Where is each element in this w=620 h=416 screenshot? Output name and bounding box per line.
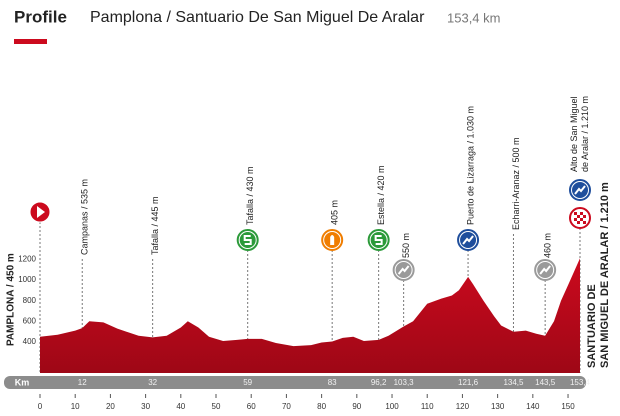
y-tick-label: 1000 [18, 275, 36, 284]
checker [574, 218, 577, 221]
waypoint-label: Alto de San Miguel [569, 96, 579, 172]
km-marker-label: 32 [148, 378, 157, 387]
x-tick-label: 60 [247, 402, 256, 411]
x-tick-label: 20 [106, 402, 115, 411]
km-marker-label: 59 [243, 378, 252, 387]
x-tick-label: 0 [38, 402, 43, 411]
checker [583, 215, 586, 218]
sprint-glyph [243, 235, 252, 245]
finish-label: SANTUARIO DE [586, 284, 598, 368]
x-tick-label: 130 [491, 402, 505, 411]
x-tick-label: 90 [352, 402, 361, 411]
checker [583, 221, 586, 224]
x-tick-label: 80 [317, 402, 326, 411]
heading: Profile [14, 7, 67, 26]
waypoint-label: Echarri-Aranaz / 500 m [511, 137, 521, 230]
checker [580, 218, 583, 221]
x-tick-label: 100 [385, 402, 399, 411]
x-tick-label: 140 [526, 402, 540, 411]
km-marker-label: 153,4 [570, 378, 591, 387]
km-marker-label: 96,2 [371, 378, 387, 387]
km-marker-label: 83 [328, 378, 337, 387]
km-marker-label: 103,3 [394, 378, 415, 387]
x-tick-label: 150 [561, 402, 575, 411]
elevation-area [40, 258, 580, 373]
km-marker-label: 134,5 [503, 378, 524, 387]
chart-title: Pamplona / Santuario De San Miguel De Ar… [90, 9, 425, 26]
finish-label: SAN MIGUEL DE ARALAR / 1.210 m [599, 182, 611, 368]
distance: 153,4 km [447, 10, 500, 25]
checker [580, 212, 583, 215]
checker [577, 221, 580, 224]
waypoint-label: Tafalla / 445 m [150, 196, 160, 255]
y-tick-label: 1200 [18, 254, 36, 263]
x-tick-label: 70 [282, 402, 291, 411]
waypoint-label: 405 m [330, 200, 340, 225]
km-marker-label: 143,5 [535, 378, 556, 387]
feed-glyph [330, 235, 335, 245]
km-label: Km [15, 377, 30, 387]
waypoint-label: de Aralar / 1.210 m [580, 96, 590, 172]
x-tick-label: 30 [141, 402, 150, 411]
checker [577, 215, 580, 218]
climb-glyph [574, 185, 586, 195]
x-tick-label: 120 [456, 402, 470, 411]
x-tick-label: 50 [212, 402, 221, 411]
x-tick-label: 110 [421, 402, 434, 411]
km-marker-label: 12 [78, 378, 87, 387]
sprint-glyph [374, 235, 383, 245]
y-tick-label: 600 [23, 316, 37, 325]
waypoint-label: Puerto de Lizarraga / 1.030 m [465, 106, 475, 225]
y-tick-label: 800 [23, 296, 37, 305]
x-tick-label: 40 [176, 402, 185, 411]
waypoint-label: 550 m [401, 233, 411, 258]
start-glyph [37, 206, 45, 218]
climb-glyph [462, 235, 474, 245]
km-marker-label: 121,6 [458, 378, 479, 387]
heading-underline [14, 39, 47, 44]
climb-glyph [397, 265, 410, 275]
km-bar [4, 376, 586, 389]
waypoint-label: Campanas / 535 m [80, 179, 90, 255]
waypoint-label: 460 m [543, 233, 553, 258]
y-tick-label: 400 [23, 337, 37, 346]
climb-glyph [539, 265, 551, 275]
start-label: PAMPLONA / 450 m [6, 253, 17, 346]
checker [574, 212, 577, 215]
x-tick-label: 10 [71, 402, 80, 411]
waypoint-label: Estella / 420 m [376, 165, 386, 225]
waypoint-label: Tafalla / 430 m [245, 166, 255, 225]
